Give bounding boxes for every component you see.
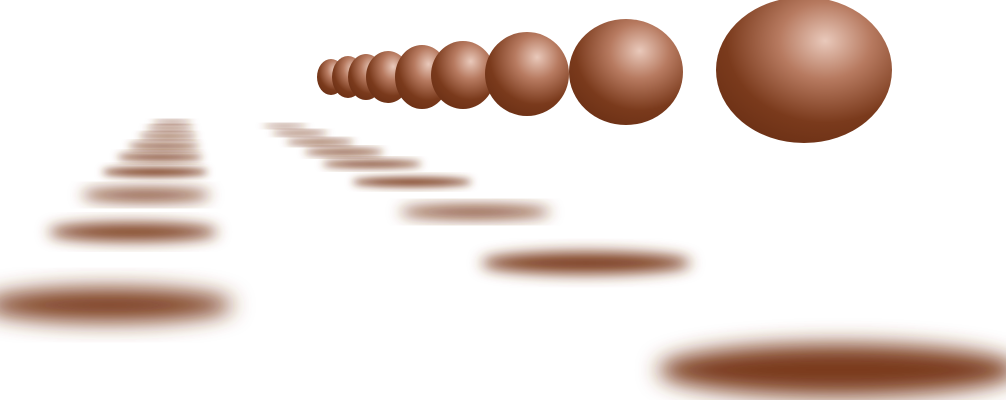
sphere-layer (317, 0, 892, 143)
shadow-layer (0, 120, 1006, 396)
floor-shadow (304, 149, 384, 155)
sphere-9 (716, 0, 892, 143)
sphere-8 (569, 19, 683, 125)
floor-shadow (322, 160, 422, 168)
floor-shadow (152, 120, 192, 124)
floor-shadow (81, 189, 211, 201)
floor-shadow (399, 206, 551, 218)
floor-shadow (128, 143, 200, 149)
floor-shadow (272, 131, 328, 135)
center-shadow-row (263, 124, 1006, 396)
floor-shadow (352, 177, 472, 187)
floor-shadow (0, 288, 233, 322)
floor-shadow (481, 252, 691, 274)
floor-shadow (102, 167, 208, 177)
floor-shadow (117, 153, 203, 161)
left-shadow-row (0, 120, 233, 322)
floor-shadow (139, 133, 197, 139)
sphere-6 (431, 41, 495, 109)
floor-shadow (48, 223, 218, 241)
sphere-7 (485, 32, 569, 116)
floor-shadow (263, 124, 307, 128)
floor-shadow (146, 126, 194, 130)
floor-shadow (286, 139, 354, 145)
floor-shadow (658, 344, 1006, 396)
